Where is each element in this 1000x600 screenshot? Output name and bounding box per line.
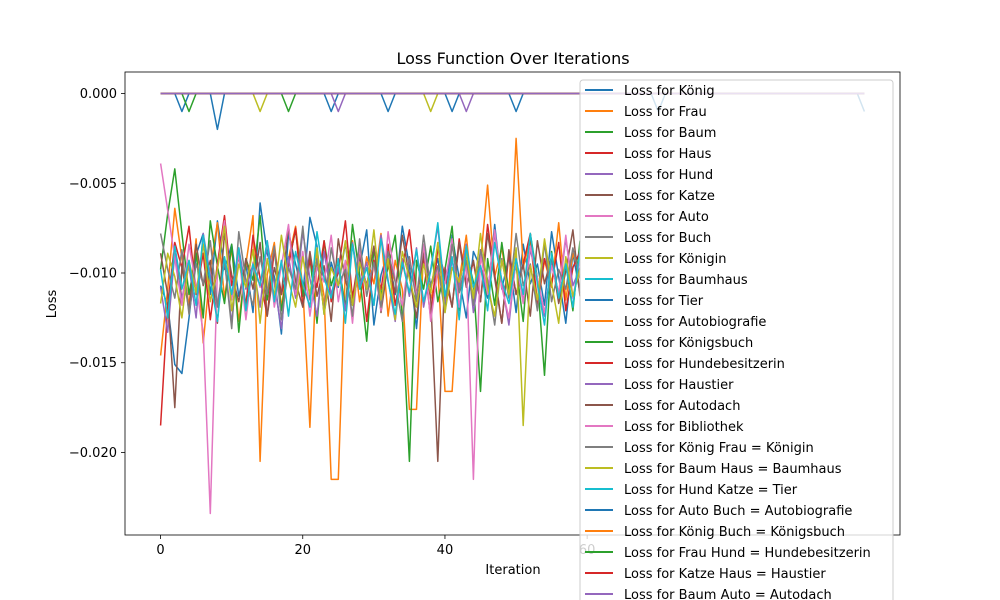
- legend-label: Loss for König Buch = Königsbuch: [624, 525, 845, 540]
- legend-label: Loss for Königin: [624, 252, 726, 267]
- legend-label: Loss for Autobiografie: [624, 315, 766, 330]
- legend-label: Loss for Auto: [624, 210, 709, 225]
- legend-label: Loss for Autodach: [624, 399, 740, 414]
- y-tick-label: −0.015: [69, 356, 117, 371]
- x-axis-label: Iteration: [485, 563, 540, 578]
- y-tick-label: −0.020: [69, 446, 117, 461]
- legend-label: Loss for Baum Auto = Autodach: [624, 588, 832, 600]
- plot-frame: [124, 71, 901, 536]
- legend-label: Loss for Baum Haus = Baumhaus: [624, 462, 842, 477]
- x-tick-label: 40: [437, 543, 454, 558]
- legend-label: Loss for Auto Buch = Autobiografie: [624, 504, 852, 519]
- legend-label: Loss for Hund: [624, 168, 713, 183]
- y-axis-label: Loss: [45, 290, 60, 319]
- legend-label: Loss for König: [624, 84, 715, 99]
- legend-label: Loss for Katze: [624, 189, 715, 204]
- legend-label: Loss for Haus: [624, 147, 712, 162]
- x-tick-label: 20: [294, 543, 311, 558]
- legend-label: Loss for Königsbuch: [624, 336, 753, 351]
- legend-label: Loss for Katze Haus = Haustier: [624, 567, 826, 582]
- series-line: [159, 225, 581, 427]
- legend-label: Loss for Haustier: [624, 378, 734, 393]
- legend-label: Loss for Hund Katze = Tier: [624, 483, 798, 498]
- legend-label: Loss for Bibliothek: [624, 420, 744, 435]
- legend-label: Loss for Baum: [624, 126, 716, 141]
- legend-label: Loss for Tier: [624, 294, 704, 309]
- legend-label: Loss for Frau: [624, 105, 707, 120]
- legend-label: Loss for Frau Hund = Hundebesitzerin: [624, 546, 871, 561]
- y-tick-label: 0.000: [80, 87, 117, 102]
- legend-label: Loss for König Frau = Königin: [624, 441, 814, 456]
- series-line: [159, 221, 581, 326]
- legend-label: Loss for Hundebesitzerin: [624, 357, 785, 372]
- chart-title: Loss Function Over Iterations: [396, 49, 629, 68]
- legend-label: Loss for Buch: [624, 231, 711, 246]
- legend-box: [579, 79, 894, 600]
- series-line: [159, 163, 581, 515]
- legend: Loss for König Loss for Frau Loss for Baum…: [579, 79, 894, 600]
- axes: 02040600.000−0.005−0.010−0.015−0.020: [69, 71, 901, 558]
- legend-label: Loss for Baumhaus: [624, 273, 748, 288]
- x-tick-label: 0: [156, 543, 164, 558]
- series-line: [159, 225, 581, 463]
- y-tick-label: −0.010: [69, 266, 117, 281]
- series-line: [159, 168, 581, 463]
- y-tick-label: −0.005: [69, 177, 117, 192]
